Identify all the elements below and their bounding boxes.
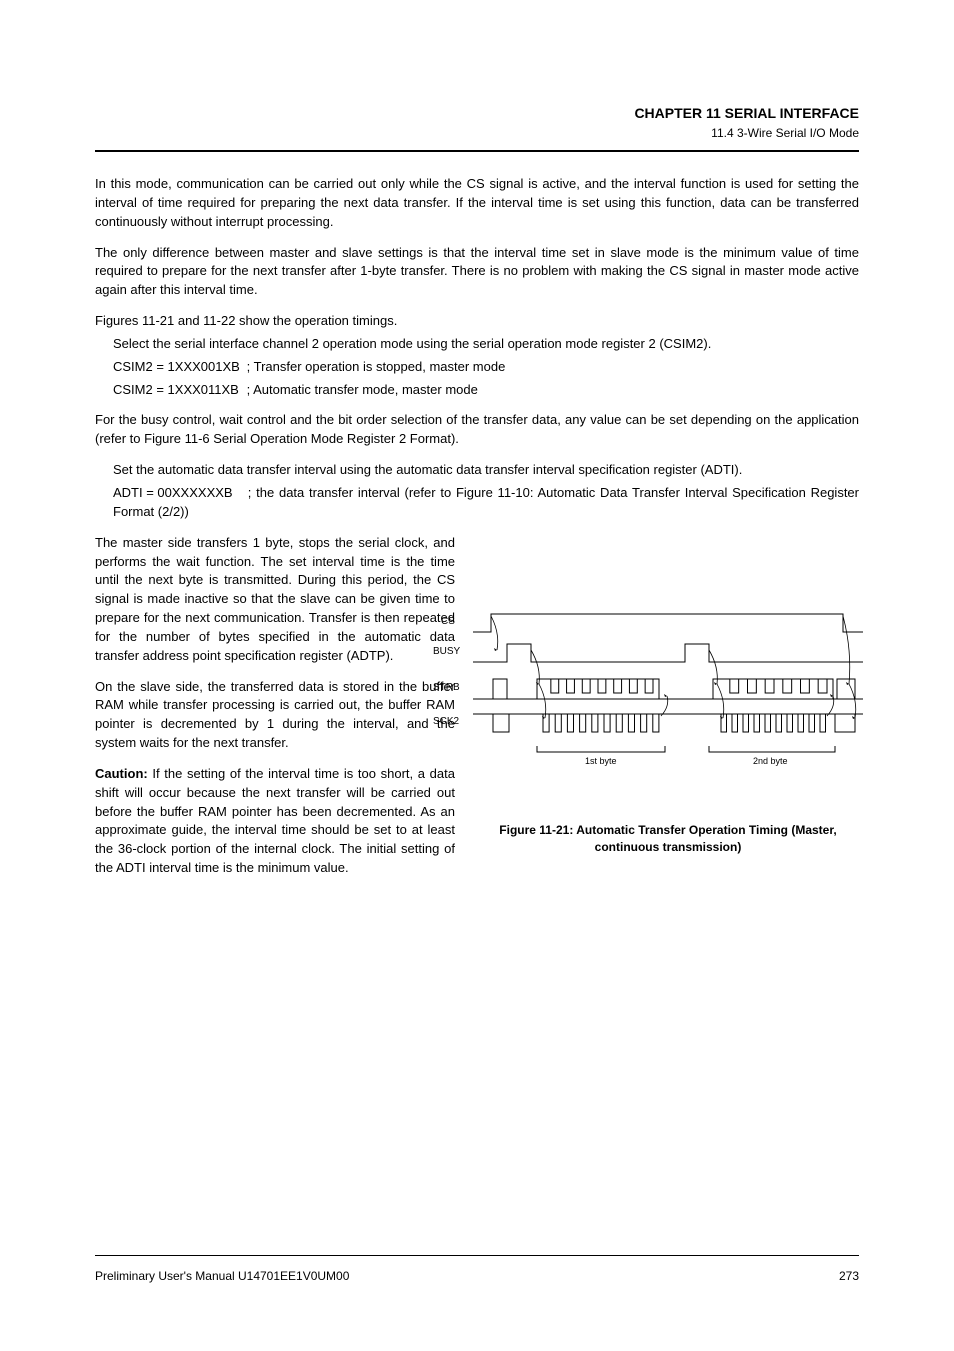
reg-c-label: ADTI = 00XXXXXXB	[113, 484, 243, 503]
label-busy: BUSY	[433, 646, 460, 657]
reg-line-b: CSIM2 = 1XXX011XB ; Automatic transfer m…	[113, 381, 859, 400]
para-6: The master side transfers 1 byte, stops …	[95, 534, 455, 666]
caution-body: If the setting of the interval time is t…	[95, 766, 455, 875]
footer-rule	[95, 1255, 859, 1256]
header-rule	[95, 150, 859, 152]
header-chapter: CHAPTER 11 SERIAL INTERFACE	[634, 105, 859, 121]
reg-a-label: CSIM2 = 1XXX001XB	[113, 358, 243, 377]
para-3-a: Select the serial interface channel 2 op…	[113, 335, 859, 354]
reg-line-c: ADTI = 00XXXXXXB ; the data transfer int…	[113, 484, 859, 522]
header-section: 11.4 3-Wire Serial I/O Mode	[711, 126, 859, 140]
label-strb: STRB	[433, 682, 460, 693]
footer-left: Preliminary User's Manual U14701EE1V0UM0…	[95, 1269, 349, 1283]
body-text: In this mode, communication can be carri…	[95, 175, 859, 890]
label-sck: SCK2	[433, 716, 459, 727]
para-2: The only difference between master and s…	[95, 244, 859, 301]
reg-b-desc: ; Automatic transfer mode, master mode	[247, 382, 478, 397]
para-7: On the slave side, the transferred data …	[95, 678, 455, 753]
reg-a-desc: ; Transfer operation is stopped, master …	[247, 359, 506, 374]
caution: Caution: If the setting of the interval …	[95, 765, 455, 878]
reg-b-label: CSIM2 = 1XXX011XB	[113, 381, 243, 400]
timing-svg: 1st byte 2nd byte	[473, 604, 863, 774]
svg-text:1st byte: 1st byte	[585, 756, 617, 766]
left-column: The master side transfers 1 byte, stops …	[95, 534, 455, 890]
right-column: CS BUSY STRB SCK2 1st byte2nd byte Figur…	[473, 534, 863, 890]
two-column: The master side transfers 1 byte, stops …	[95, 534, 859, 890]
footer-right: 273	[839, 1269, 859, 1283]
svg-text:2nd byte: 2nd byte	[753, 756, 788, 766]
figure-caption: Figure 11-21: Automatic Transfer Operati…	[473, 822, 863, 857]
para-3-lead: Figures 11-21 and 11-22 show the operati…	[95, 312, 859, 331]
reg-line-a: CSIM2 = 1XXX001XB ; Transfer operation i…	[113, 358, 859, 377]
para-1: In this mode, communication can be carri…	[95, 175, 859, 232]
label-cs: CS	[441, 616, 455, 627]
timing-diagram: CS BUSY STRB SCK2 1st byte2nd byte	[473, 604, 863, 804]
para-4: For the busy control, wait control and t…	[95, 411, 859, 449]
caution-title: Caution:	[95, 766, 148, 781]
para-5-lead: Set the automatic data transfer interval…	[113, 461, 859, 480]
page: CHAPTER 11 SERIAL INTERFACE 11.4 3-Wire …	[0, 0, 954, 1351]
